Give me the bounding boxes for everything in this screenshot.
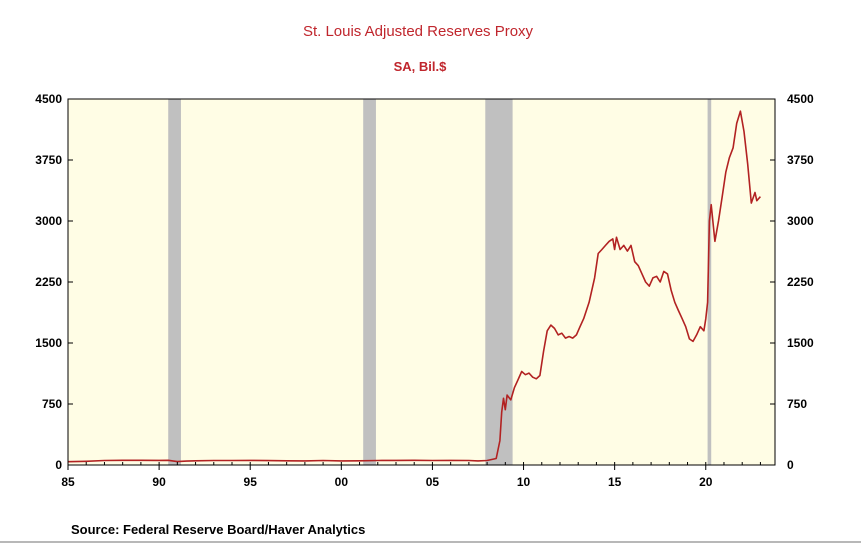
y-axis-left-labels: 0 750 1500 2250 3000 3750 4500 <box>35 92 62 472</box>
x-axis-labels: 85 90 95 00 05 10 15 20 <box>61 475 712 489</box>
chart-title: St. Louis Adjusted Reserves Proxy <box>303 23 534 40</box>
y-tick-label-left: 2250 <box>35 275 62 289</box>
recession-bands <box>168 99 712 465</box>
y-tick-label-right: 3750 <box>787 153 814 167</box>
y-tick-label-left: 0 <box>55 458 62 472</box>
y-tick-label-left: 3000 <box>35 214 62 228</box>
series-line <box>67 110 762 463</box>
x-tick-label: 15 <box>608 475 622 489</box>
chart-subtitle: SA, Bil.$ <box>394 59 448 74</box>
recession-band <box>707 99 712 465</box>
y-tick-label-left: 1500 <box>35 336 62 350</box>
y-tick-label-right: 2250 <box>787 275 814 289</box>
y-axis-right-labels: 0 750 1500 2250 3000 3750 4500 <box>787 92 814 472</box>
x-tick-label: 05 <box>426 475 440 489</box>
x-tick-label: 85 <box>61 475 75 489</box>
recession-band <box>485 99 513 465</box>
y-tick-label-right: 750 <box>787 397 807 411</box>
source-note: Source: Federal Reserve Board/Haver Anal… <box>71 522 365 537</box>
y-tick-label-right: 3000 <box>787 214 814 228</box>
x-tick-label: 90 <box>152 475 166 489</box>
axis-ticks <box>67 98 775 470</box>
y-tick-label-left: 750 <box>42 397 62 411</box>
y-tick-label-right: 0 <box>787 458 794 472</box>
plot-area <box>68 99 775 465</box>
recession-band <box>363 99 376 465</box>
bottom-rule <box>0 541 861 543</box>
series-layer <box>67 110 762 463</box>
x-tick-label: 10 <box>517 475 531 489</box>
x-tick-label: 00 <box>335 475 349 489</box>
y-tick-label-left: 4500 <box>35 92 62 106</box>
x-tick-label: 95 <box>244 475 258 489</box>
y-tick-label-right: 1500 <box>787 336 814 350</box>
y-tick-label-left: 3750 <box>35 153 62 167</box>
y-tick-label-right: 4500 <box>787 92 814 106</box>
x-tick-label: 20 <box>699 475 713 489</box>
recession-band <box>168 99 181 465</box>
